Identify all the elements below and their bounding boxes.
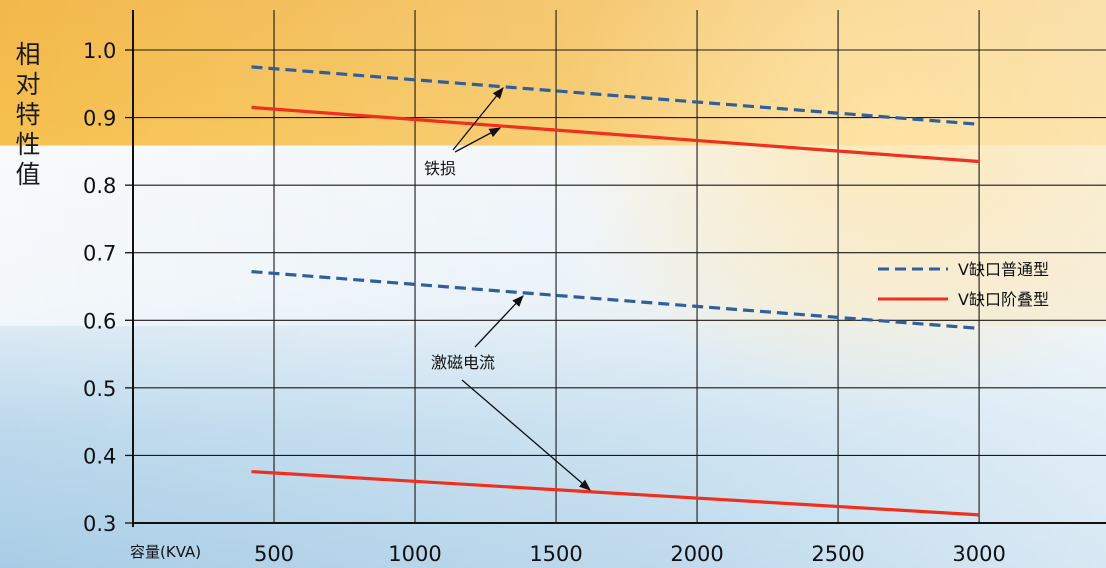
x-tick-label-1000: 1000 (388, 542, 441, 566)
x-tick-label-2500: 2500 (811, 542, 864, 566)
y-tick-label-0.6: 0.6 (83, 309, 116, 333)
y-axis-label: 相对特性值 (8, 40, 48, 190)
x-tick-label-3000: 3000 (952, 542, 1005, 566)
y-tick-label-0.5: 0.5 (83, 377, 116, 401)
background-glow (560, 0, 1106, 420)
x-tick-label-500: 500 (254, 542, 294, 566)
axes (125, 10, 1106, 527)
series-lines (251, 65, 980, 517)
x-tick-label-2000: 2000 (670, 542, 723, 566)
annotation-excitation-label: 激磁电流 (431, 353, 495, 372)
y-tick-label-0.4: 0.4 (83, 444, 116, 468)
arrow-excitation-dashed (474, 295, 524, 348)
annotation-iron-loss: 铁损 (424, 87, 504, 178)
legend-label-standard: V缺口普通型 (958, 260, 1049, 279)
legend-label-stepped: V缺口阶叠型 (958, 290, 1049, 309)
x-tick-labels: 500 1000 1500 2000 2500 3000 (254, 542, 1006, 566)
y-tick-label-0.9: 0.9 (83, 107, 116, 131)
series-line-3 (251, 270, 980, 330)
y-tick-label-0.8: 0.8 (83, 174, 116, 198)
arrow-iron-loss-dashed (452, 87, 504, 151)
arrow-excitation-solid (461, 379, 591, 491)
x-axis-label: 容量(KVA) (130, 543, 202, 561)
y-axis-label-text: 相对特性值 (15, 40, 41, 189)
y-tick-label-1.0: 1.0 (83, 39, 116, 63)
annotation-excitation-current: 激磁电流 (431, 295, 591, 491)
y-tick-labels: 0.3 0.4 0.5 0.6 0.7 0.8 0.9 1.0 (83, 39, 116, 536)
y-tick-label-0.3: 0.3 (83, 512, 116, 536)
annotation-iron-loss-label: 铁损 (424, 159, 456, 178)
grid-lines (133, 10, 1106, 523)
arrow-iron-loss-solid (454, 127, 502, 153)
x-tick-label-1500: 1500 (529, 542, 582, 566)
series-line-4 (251, 470, 980, 517)
series-line-1 (251, 65, 980, 126)
y-tick-label-0.7: 0.7 (83, 242, 116, 266)
legend: V缺口普通型 V缺口阶叠型 (878, 260, 1049, 309)
series-line-2 (251, 105, 980, 164)
